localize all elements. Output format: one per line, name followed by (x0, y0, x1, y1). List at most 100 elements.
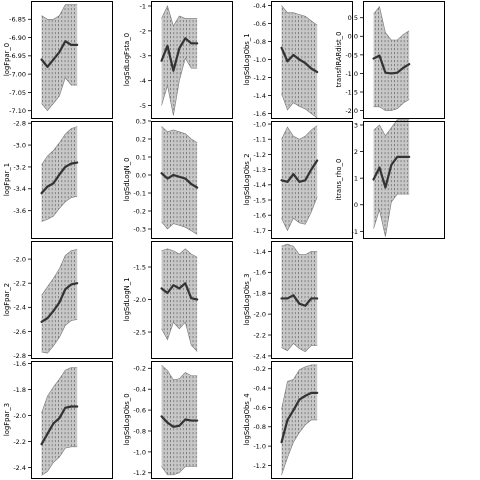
y-tick-label: -2.5 (133, 328, 146, 336)
y-tick-label: -1.4 (253, 92, 266, 100)
lower-bound-line (41, 319, 78, 354)
y-tick-label: -2 (140, 27, 146, 35)
y-tick-label: 0.3 (136, 117, 146, 125)
y-tick-label: 1 (354, 175, 358, 183)
y-tick-label: 0 (354, 201, 358, 209)
lower-bound-line (161, 57, 198, 116)
confidence-band-hatch (281, 125, 318, 231)
y-tick-label: -0.4 (253, 384, 266, 392)
y-tick-label: -2.4 (253, 352, 266, 360)
y-tick-label: -2.0 (13, 255, 26, 263)
y-axis-label: logSdLogN_1 (123, 278, 131, 322)
panel-itrans_rho_0: -1 0 1 2 3 itrans_rho_0 (335, 119, 445, 239)
upper-bound-line (281, 243, 318, 255)
panel-logFpar_0: -7.10 -7.05 -7.00 -6.95 -6.90 -6.85 logFpar_0 (3, 1, 113, 119)
mean-line (40, 405, 79, 446)
y-tick-label: -2.2 (13, 438, 26, 446)
y-tick-label: -2.8 (13, 120, 26, 128)
panel-frame (151, 361, 233, 479)
y-axis-label: logFpar_3 (3, 403, 11, 436)
y-tick-label: -1.6 (253, 212, 266, 220)
y-tick-label: -3 (140, 52, 146, 60)
y-tick-label: -1.2 (253, 462, 266, 470)
y-tick-label: -7.05 (9, 89, 26, 97)
y-tick-label: 0.2 (136, 135, 146, 143)
y-axis-label: logFpar_0 (3, 43, 11, 76)
y-tick-label: 3 (354, 121, 358, 129)
y-tick-label: 0.0 (348, 33, 358, 41)
y-axis-label: logSdLogObs_3 (243, 273, 251, 325)
panel-logSdLogObs_2: -1.7 -1.6 -1.5 -1.4 -1.3 -1.2 -1.1 -1.0 logSdLog… (243, 120, 353, 239)
y-tick-label: -3.2 (13, 163, 26, 171)
y-axis-label: logSdLogObs_0 (123, 393, 131, 445)
lower-bound-line (281, 342, 318, 353)
y-tick-label: -0.8 (133, 427, 146, 435)
confidence-band-hatch (281, 244, 318, 352)
y-tick-label: -1 (140, 2, 146, 10)
y-axis-label: logSdLogN_0 (123, 158, 131, 202)
y-tick-label: -2.0 (253, 311, 266, 319)
y-axis-label: logSdLogObs_4 (243, 393, 251, 445)
panel-frame (151, 121, 233, 239)
confidence-band-hatch (281, 364, 318, 476)
y-tick-label: -5 (140, 102, 146, 110)
upper-bound-line (281, 364, 318, 410)
y-tick-label: 0.0 (136, 171, 146, 179)
y-tick-label: -0.4 (133, 386, 146, 394)
y-tick-label: -1.0 (345, 70, 358, 78)
y-tick-label: -4 (140, 77, 146, 85)
confidence-band-hatch (41, 367, 78, 476)
y-tick-label: -0.2 (253, 365, 266, 373)
upper-bound-line (161, 126, 198, 143)
y-tick-label: -1.0 (253, 56, 266, 64)
mean-line (372, 54, 411, 75)
y-axis-label: logSdLogFsta_0 (123, 33, 131, 86)
lower-bound-line (281, 419, 318, 476)
confidence-band-hatch (281, 5, 318, 118)
mean-line (160, 415, 199, 428)
mean-line (40, 40, 79, 68)
panel-logFpar_2: -2.8 -2.6 -2.4 -2.2 -2.0 logFpar_2 (3, 241, 113, 360)
panel-frame (31, 361, 113, 479)
lower-bound-line (373, 193, 410, 237)
lower-bound-line (281, 93, 318, 119)
y-tick-label: -2.2 (253, 331, 266, 339)
panel-frame (151, 1, 233, 119)
y-tick-label: -0.6 (253, 20, 266, 28)
upper-bound-line (373, 119, 410, 137)
upper-bound-line (41, 249, 78, 296)
y-tick-label: -2.2 (13, 280, 26, 288)
y-tick-label: 2 (354, 148, 358, 156)
panel-logSdLogObs_4: -1.2 -1.0 -0.8 -0.6 -0.4 -0.2 logSdLogObs_4 (243, 361, 353, 479)
mean-line (280, 159, 319, 183)
y-tick-label: -0.8 (253, 423, 266, 431)
panel-frame (271, 361, 353, 479)
upper-bound-line (373, 5, 410, 41)
y-tick-label: -0.1 (133, 189, 146, 197)
y-tick-label: -1.2 (253, 151, 266, 159)
y-axis-label: transfIRARdist_0 (335, 32, 343, 88)
y-tick-label: -2.4 (13, 304, 26, 312)
panel-logSdLogObs_1: -1.6 -1.4 -1.2 -1.0 -0.8 -0.6 -0.4 logSdLogObs_… (243, 1, 353, 119)
panel-logFpar_3: -2.4 -2.2 -2.0 -1.8 -1.6 logFpar_3 (3, 360, 113, 479)
y-tick-label: -1.7 (253, 227, 266, 235)
lower-bound-line (161, 321, 198, 352)
panel-frame (271, 121, 353, 239)
y-tick-label: -1.8 (13, 386, 26, 394)
mean-line (40, 282, 79, 323)
panel-frame (151, 241, 233, 359)
y-tick-label: -2.8 (13, 352, 26, 360)
mean-line (372, 155, 411, 189)
upper-bound-line (41, 126, 78, 165)
panel-frame (271, 241, 353, 359)
mean-line (280, 294, 319, 307)
y-tick-label: -1.1 (253, 136, 266, 144)
y-tick-label: -1.2 (133, 469, 146, 477)
y-tick-label: -2.6 (13, 328, 26, 336)
panel-frame (363, 1, 445, 119)
y-tick-label: 0.1 (136, 153, 146, 161)
upper-bound-line (161, 5, 198, 27)
y-tick-label: -2.0 (13, 412, 26, 420)
y-axis-label: itrans_rho_0 (335, 159, 343, 201)
